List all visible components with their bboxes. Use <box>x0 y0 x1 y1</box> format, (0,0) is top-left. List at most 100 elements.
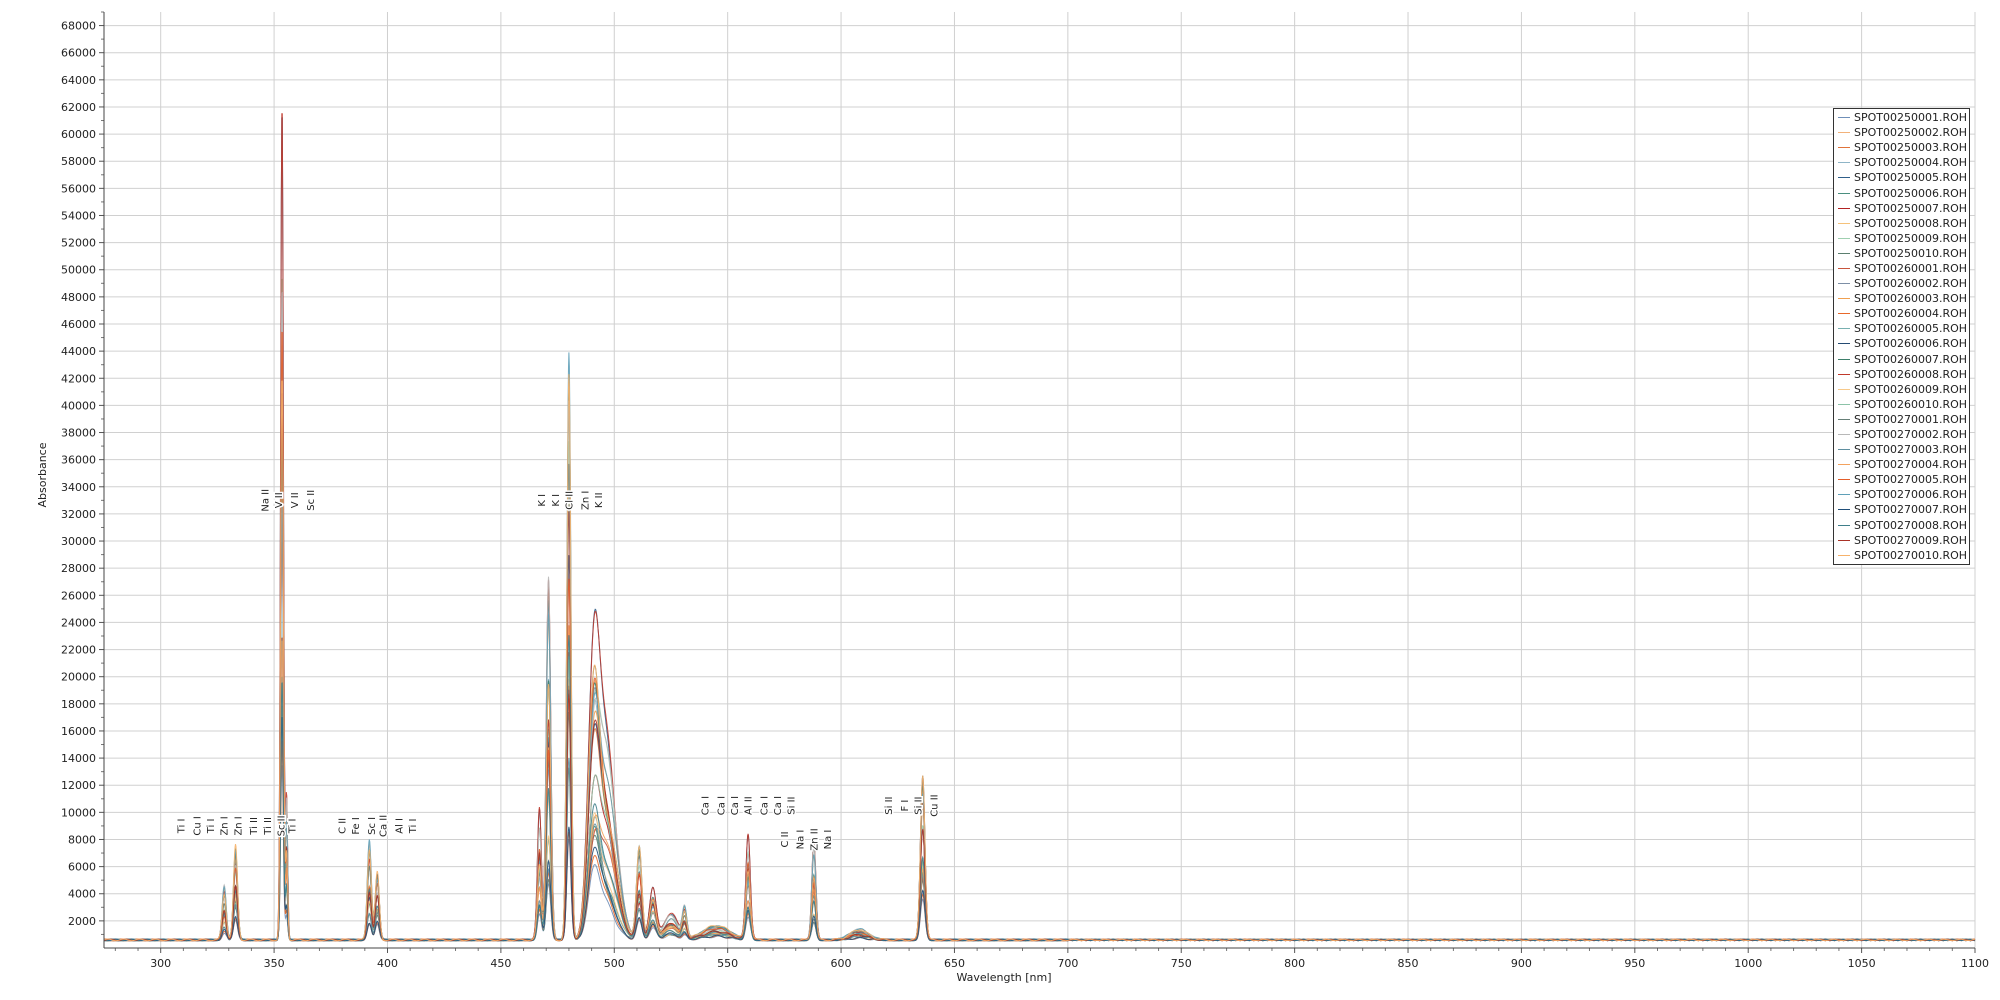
y-tick-label: 54000 <box>61 209 96 222</box>
legend-label: SPOT00270010.ROH <box>1854 548 1968 562</box>
series-line <box>103 656 1976 942</box>
series-line <box>104 291 1976 942</box>
legend-label: SPOT00250005.ROH <box>1854 171 1968 185</box>
y-tick-label: 32000 <box>61 508 96 521</box>
legend-label: SPOT00250007.ROH <box>1854 201 1968 215</box>
x-tick-label: 800 <box>1284 957 1305 970</box>
element-annotation: Fe I <box>351 817 362 835</box>
series-line <box>103 408 1976 942</box>
legend-label: SPOT00260003.ROH <box>1854 292 1968 306</box>
legend-swatch <box>1838 494 1850 496</box>
legend-item: SPOT00260006.ROH <box>1836 336 1967 351</box>
legend-item: SPOT00250009.ROH <box>1836 231 1967 246</box>
x-tick-label: 1050 <box>1848 957 1876 970</box>
legend-label: SPOT00270008.ROH <box>1854 518 1968 532</box>
legend-label: SPOT00270003.ROH <box>1854 443 1968 457</box>
y-tick-label: 66000 <box>61 47 96 60</box>
legend-item: SPOT00270004.ROH <box>1836 457 1967 472</box>
x-tick-label: 900 <box>1511 957 1532 970</box>
legend-swatch <box>1838 343 1850 345</box>
element-annotation: Sc II <box>276 815 287 836</box>
legend-label: SPOT00250010.ROH <box>1854 246 1968 260</box>
x-tick-label: 650 <box>944 957 965 970</box>
y-tick-label: 4000 <box>68 888 96 901</box>
legend-item: SPOT00270009.ROH <box>1836 533 1967 548</box>
y-tick-label: 26000 <box>61 589 96 602</box>
element-annotation: Si II <box>884 796 895 814</box>
y-tick-label: 18000 <box>61 698 96 711</box>
legend-label: SPOT00270007.ROH <box>1854 503 1968 517</box>
y-tick-label: 52000 <box>61 237 96 250</box>
legend-swatch <box>1838 147 1850 149</box>
y-tick-label: 56000 <box>61 182 96 195</box>
legend-swatch <box>1838 313 1850 315</box>
legend-label: SPOT00270002.ROH <box>1854 428 1968 442</box>
legend-item: SPOT00250006.ROH <box>1836 185 1967 200</box>
legend: SPOT00250001.ROH SPOT00250002.ROH SPOT0025… <box>1833 108 1970 565</box>
series-line <box>103 512 1976 942</box>
legend-item: SPOT00260009.ROH <box>1836 382 1967 397</box>
series-line <box>103 740 1976 942</box>
legend-label: SPOT00260006.ROH <box>1854 337 1968 351</box>
legend-swatch <box>1838 222 1850 224</box>
legend-label: SPOT00250004.ROH <box>1854 156 1968 170</box>
x-tick-label: 600 <box>831 957 852 970</box>
x-tick-label: 450 <box>490 957 511 970</box>
x-tick-label: 700 <box>1057 957 1078 970</box>
legend-item: SPOT00260001.ROH <box>1836 261 1967 276</box>
series-line <box>103 361 1976 942</box>
element-annotation: Ti II <box>249 817 260 836</box>
series-line <box>103 393 1976 942</box>
legend-label: SPOT00250001.ROH <box>1854 111 1968 125</box>
legend-swatch <box>1838 464 1850 466</box>
x-tick-label: 950 <box>1624 957 1645 970</box>
legend-item: SPOT00250005.ROH <box>1836 170 1967 185</box>
y-tick-label: 64000 <box>61 74 96 87</box>
legend-item: SPOT00260010.ROH <box>1836 397 1967 412</box>
legend-label: SPOT00260008.ROH <box>1854 367 1968 381</box>
x-tick-label: 350 <box>264 957 285 970</box>
element-annotation: Sc I <box>367 817 378 835</box>
element-annotation: Zn I <box>233 816 244 835</box>
x-tick-label: 1000 <box>1734 957 1762 970</box>
element-annotation: Ca I <box>701 796 712 815</box>
element-annotation: Si II <box>787 796 798 814</box>
legend-label: SPOT00250003.ROH <box>1854 141 1968 155</box>
grid-lines <box>104 12 1976 948</box>
y-tick-label: 24000 <box>61 616 96 629</box>
legend-swatch <box>1838 283 1850 285</box>
y-tick-label: 40000 <box>61 399 96 412</box>
legend-swatch <box>1838 403 1850 405</box>
series-line <box>103 676 1976 942</box>
legend-swatch <box>1838 252 1850 254</box>
series-line <box>103 428 1976 942</box>
y-tick-label: 14000 <box>61 752 96 765</box>
legend-swatch <box>1838 177 1850 179</box>
y-tick-label: 48000 <box>61 291 96 304</box>
series-line <box>103 408 1976 942</box>
series-line <box>104 382 1976 942</box>
series-line <box>103 352 1976 942</box>
element-annotation: F I <box>900 800 911 812</box>
x-tick-label: 500 <box>604 957 625 970</box>
element-annotation: Ca I <box>730 796 741 815</box>
legend-item: SPOT00270003.ROH <box>1836 442 1967 457</box>
axes: 300 350 400 450 500 550 600 650 700 750 800 850 900 9… <box>61 11 1989 970</box>
x-tick-label: 750 <box>1171 957 1192 970</box>
legend-swatch <box>1838 267 1850 269</box>
element-annotation: V II <box>290 492 301 508</box>
legend-item: SPOT00270006.ROH <box>1836 487 1967 502</box>
legend-swatch <box>1838 192 1850 194</box>
legend-item: SPOT00270007.ROH <box>1836 502 1967 517</box>
y-tick-label: 50000 <box>61 264 96 277</box>
legend-swatch <box>1838 539 1850 541</box>
annotations: Ti I Cu I Ti I Zn I Zn I Ti II Ti II Sc II Ti IN… <box>175 487 942 852</box>
legend-label: SPOT00250006.ROH <box>1854 186 1968 200</box>
element-annotation: V II <box>274 492 285 508</box>
series-line <box>103 635 1976 942</box>
legend-item: SPOT00270002.ROH <box>1836 427 1967 442</box>
y-tick-label: 62000 <box>61 101 96 114</box>
element-annotation: Zn I <box>580 491 591 510</box>
legend-swatch <box>1838 449 1850 451</box>
x-tick-label: 300 <box>150 957 171 970</box>
